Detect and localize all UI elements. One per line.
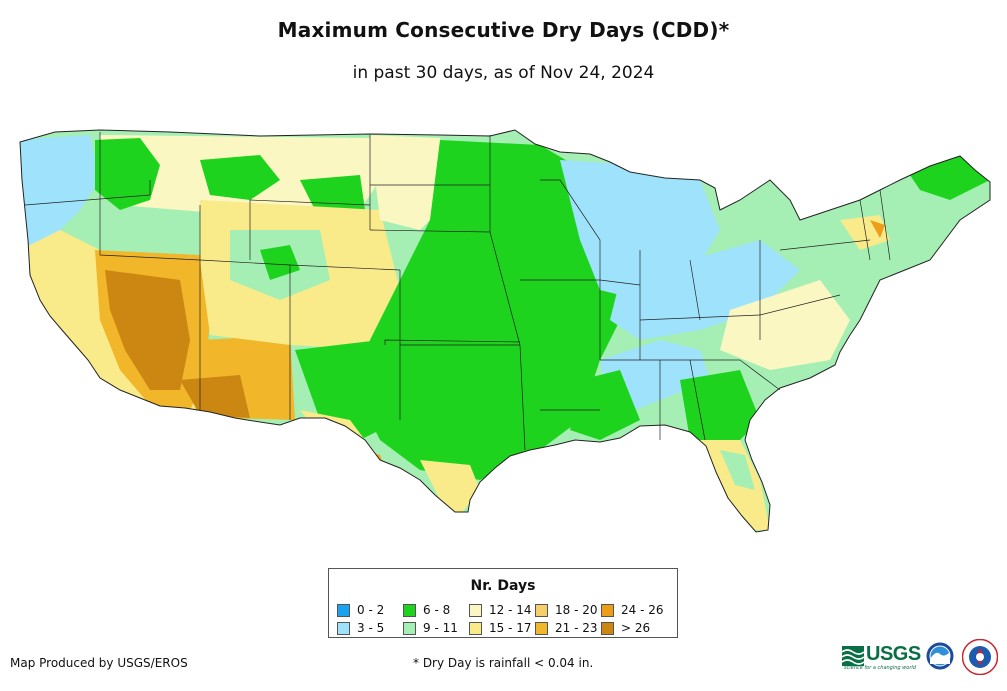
- legend-label: 12 - 14: [489, 603, 532, 617]
- map-subtitle: in past 30 days, as of Nov 24, 2024: [352, 63, 655, 83]
- legend-label: 15 - 17: [489, 621, 532, 635]
- legend-swatch: [601, 603, 614, 617]
- us-cdd-map: [19, 129, 991, 533]
- legend-item: 15 - 17: [469, 620, 535, 636]
- legend-swatch: [535, 621, 548, 635]
- legend-item: 6 - 8: [403, 602, 469, 618]
- legend-item: 24 - 26: [601, 602, 667, 618]
- usgs-logo-tagline: science for a changing world: [844, 665, 916, 671]
- usgs-logo-text: USGS: [866, 643, 921, 665]
- legend-item: 12 - 14: [469, 602, 535, 618]
- legend-item: > 26: [601, 620, 667, 636]
- usgs-wave-icon: [842, 646, 864, 666]
- legend-swatch: [469, 621, 482, 635]
- legend-item: 0 - 2: [337, 602, 403, 618]
- legend-label: 24 - 26: [621, 603, 664, 617]
- noaa-logo-icon: [926, 642, 954, 670]
- legend-classes: 0 - 2 6 - 8 12 - 14 18 - 20 24 - 26 3 - 5 9 - …: [337, 602, 667, 636]
- legend-swatch: [337, 621, 350, 635]
- legend-item: 3 - 5: [337, 620, 403, 636]
- legend-swatch: [601, 621, 614, 635]
- legend-label: 6 - 8: [423, 603, 451, 617]
- legend-item: 21 - 23: [535, 620, 601, 636]
- legend-swatch: [469, 603, 482, 617]
- legend-label: 21 - 23: [555, 621, 598, 635]
- legend-label: 0 - 2: [357, 603, 385, 617]
- dry-day-footnote: * Dry Day is rainfall < 0.04 in.: [413, 656, 594, 670]
- usgs-logo: USGS science for a changing world: [842, 643, 921, 671]
- legend-swatch: [337, 603, 350, 617]
- legend-label: 3 - 5: [357, 621, 385, 635]
- legend-item: 18 - 20: [535, 602, 601, 618]
- legend-label: 9 - 11: [423, 621, 458, 635]
- nws-logo-icon: [962, 639, 998, 675]
- legend-swatch: [403, 621, 416, 635]
- legend-label: > 26: [621, 621, 651, 635]
- legend-swatch: [535, 603, 548, 617]
- legend-title: Nr. Days: [470, 578, 536, 594]
- map-title: Maximum Consecutive Dry Days (CDD)*: [277, 18, 730, 42]
- legend-swatch: [403, 603, 416, 617]
- legend-label: 18 - 20: [555, 603, 598, 617]
- legend-item: 9 - 11: [403, 620, 469, 636]
- map-credit: Map Produced by USGS/EROS: [10, 656, 188, 670]
- map-legend: Nr. Days 0 - 2 6 - 8 12 - 14 18 - 20 24 - 26…: [328, 568, 678, 638]
